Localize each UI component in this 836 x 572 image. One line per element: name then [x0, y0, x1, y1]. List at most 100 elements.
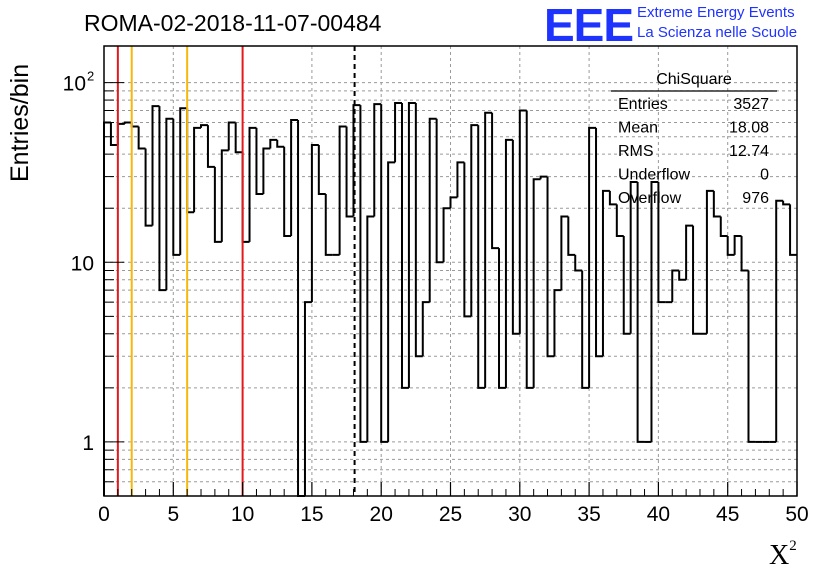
histogram-bin [200, 124, 208, 128]
x-tick-label: 25 [439, 503, 462, 526]
histogram-bin [636, 181, 645, 443]
y-tick-label: 10 [71, 252, 94, 275]
y-tick-label: 1 [82, 432, 94, 455]
histogram-bin [477, 125, 486, 389]
histogram-bin [255, 127, 264, 195]
histogram-bin [130, 122, 139, 128]
histogram-bin [220, 149, 229, 242]
histogram-bin [574, 254, 583, 272]
histogram-bin [449, 196, 458, 209]
histogram-bin [380, 104, 389, 443]
reference-lines [116, 46, 356, 496]
histogram-bin [290, 118, 299, 237]
histogram-bin [470, 124, 479, 317]
x-axis-label: X2 [769, 538, 797, 572]
histogram-bin [213, 166, 222, 243]
histogram-bin [484, 111, 493, 388]
histogram-bin [692, 225, 700, 335]
histogram-bin [428, 117, 437, 303]
stats-row-value: 0 [760, 167, 769, 184]
histogram-bin [740, 236, 749, 272]
histogram-bin [581, 270, 590, 389]
histogram-bin [414, 103, 423, 358]
histogram-bin [442, 207, 451, 263]
x-axis-label-base: X [769, 540, 790, 571]
histogram-bars [103, 102, 797, 497]
x-tick-label: 10 [231, 503, 254, 526]
histogram-bin [158, 106, 167, 292]
histogram-bin [116, 122, 125, 145]
histogram-bin [179, 107, 188, 255]
histogram-bin [421, 301, 430, 357]
histogram-bin [671, 269, 680, 303]
stats-row-label: Underflow [618, 167, 690, 184]
histogram-bin [165, 117, 174, 291]
x-tick-label: 40 [647, 503, 670, 526]
histogram-bin [435, 118, 444, 264]
histogram-bin [491, 112, 500, 250]
histogram-bin [103, 121, 111, 496]
histogram-bin [227, 121, 236, 151]
histogram-bin [317, 144, 326, 195]
histogram-bin [137, 126, 146, 150]
x-tick-label: 5 [167, 503, 179, 526]
histogram-bin [705, 189, 714, 334]
y-tick-exponent: 2 [87, 69, 94, 84]
histogram-bin [151, 105, 160, 226]
histogram-bin [782, 200, 791, 206]
histogram-bin [546, 176, 555, 358]
histogram-bin [560, 215, 569, 291]
histogram-bin [601, 189, 610, 357]
histogram-bin [276, 139, 285, 148]
histogram-bin [719, 216, 728, 238]
histogram-bin [324, 193, 333, 256]
histogram-bin [269, 138, 278, 149]
histogram-bin [553, 289, 562, 357]
x-axis-ticks: 0 5 10 15 20 25 30 35 40 45 50 [98, 482, 809, 526]
stats-row-label: RMS [618, 143, 654, 160]
histogram-bin [504, 138, 513, 388]
histogram-bin [712, 190, 721, 218]
histogram-bin [366, 215, 375, 442]
histogram-bin [338, 125, 347, 255]
histogram-bin [248, 126, 257, 242]
histogram-bin [234, 122, 243, 154]
histogram-bin [608, 190, 617, 206]
histogram-bin [144, 148, 153, 227]
stats-row-label: Overflow [618, 190, 682, 207]
histogram-bin [650, 180, 659, 442]
histogram-bin [303, 301, 312, 496]
histogram-bin [657, 181, 666, 304]
histogram-bin [525, 110, 534, 389]
stats-row-value: 976 [742, 190, 769, 207]
x-tick-label: 15 [300, 503, 323, 526]
histogram-bin [532, 178, 541, 388]
histogram-bin [206, 125, 215, 168]
y-tick-label: 10 [63, 73, 86, 96]
x-tick-label: 30 [508, 503, 531, 526]
logo-tagline-1: Extreme Energy Events [637, 4, 795, 21]
histogram-bin [345, 126, 354, 218]
histogram-bin [685, 224, 694, 280]
histogram-bin [622, 236, 631, 335]
histogram-bin [109, 122, 118, 146]
histogram-bin [352, 104, 361, 217]
x-tick-label: 45 [716, 503, 739, 526]
eee-logo: EEE [544, 0, 634, 51]
histogram-bin [456, 161, 465, 198]
histogram-bin [186, 108, 195, 214]
histogram-bin [283, 146, 292, 238]
histogram-bin [359, 105, 368, 443]
histogram-bin [775, 199, 784, 442]
histogram-bin [595, 127, 603, 358]
histogram-bin [407, 102, 416, 388]
histogram-bin [262, 147, 271, 194]
histogram-bin [400, 103, 409, 389]
stats-row-value: 18.08 [729, 120, 769, 137]
histogram-bin [463, 162, 472, 318]
stats-title: ChiSquare [656, 71, 732, 88]
histogram-bin [498, 248, 506, 389]
histogram-bin [511, 139, 520, 335]
chart-title: ROMA-02-2018-11-07-00484 [84, 10, 382, 36]
